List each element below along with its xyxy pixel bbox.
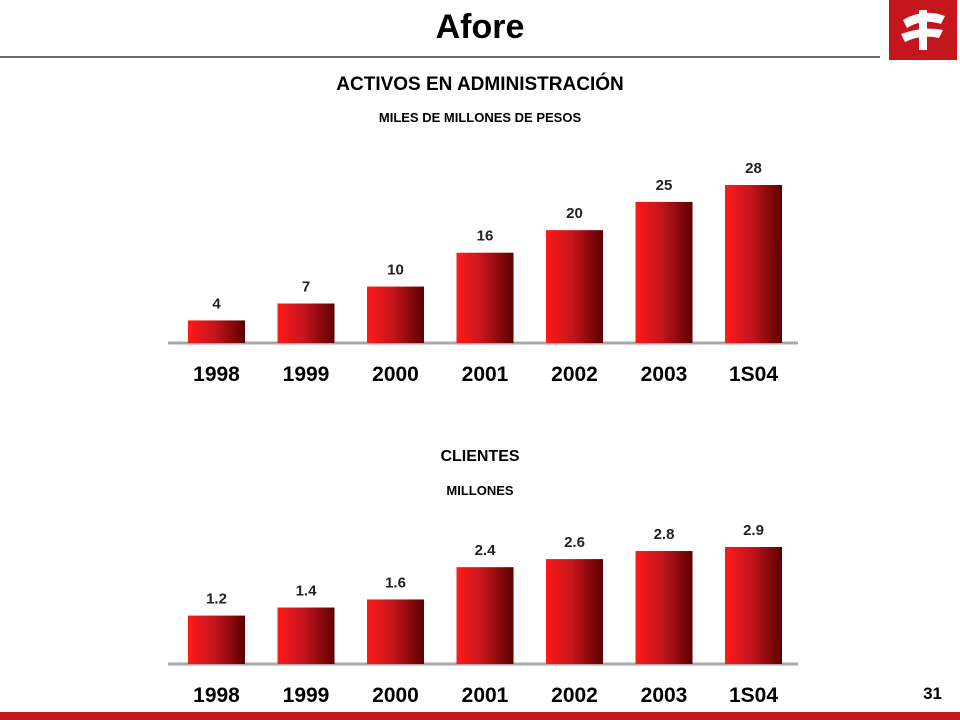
data-label: 7 — [302, 279, 310, 296]
x-tick-label: 1S04 — [729, 363, 778, 386]
page-number: 31 — [923, 684, 942, 703]
bar-2001 — [456, 567, 514, 664]
x-tick-label: 1999 — [283, 684, 330, 705]
bar-2003 — [635, 201, 693, 343]
bar-2000 — [367, 286, 424, 343]
data-label: 28 — [745, 160, 762, 177]
bar-1999 — [277, 607, 335, 664]
bar-1S04 — [725, 547, 782, 664]
x-tick-label: 2002 — [551, 363, 598, 386]
data-label: 10 — [387, 262, 404, 279]
x-tick-label: 1998 — [193, 363, 240, 386]
bar-1999 — [277, 303, 335, 343]
data-label: 25 — [656, 177, 673, 194]
assets-bar-chart: 4 1998 7 1999 10 2000 16 2001 20 2002 25 2003 28 1S04 — [168, 160, 798, 386]
bank-logo-icon — [889, 0, 957, 60]
bar-2002 — [546, 559, 603, 664]
chart-title: CLIENTES — [440, 448, 520, 465]
x-tick-label: 2003 — [641, 363, 688, 386]
bar-1S04 — [725, 185, 782, 343]
bar-1998 — [188, 320, 245, 343]
bar-2001 — [456, 252, 514, 343]
chart-subtitle: MILES DE MILLONES DE PESOS — [378, 110, 582, 125]
x-tick-label: 1999 — [283, 363, 330, 386]
x-tick-label: 2003 — [641, 684, 688, 705]
bar-1998 — [188, 615, 245, 664]
x-tick-label: 2002 — [551, 684, 598, 705]
x-tick-label: 2000 — [372, 684, 419, 705]
data-label: 16 — [477, 228, 494, 245]
bar-2002 — [546, 230, 603, 343]
page-title: Afore — [435, 8, 525, 46]
data-label: 20 — [566, 205, 583, 222]
data-label: 4 — [212, 295, 221, 312]
data-label: 1.6 — [385, 574, 406, 591]
bar-2003 — [635, 551, 693, 664]
title-divider — [0, 56, 880, 58]
x-tick-label: 1998 — [193, 684, 240, 705]
bar-2000 — [367, 599, 424, 664]
data-label: 2.8 — [654, 526, 675, 543]
x-tick-label: 2001 — [462, 363, 509, 386]
data-label: 2.4 — [475, 542, 497, 559]
data-label: 1.4 — [296, 583, 318, 600]
data-label: 1.2 — [206, 591, 227, 608]
chart-title: ACTIVOS EN ADMINISTRACIÓN — [336, 74, 624, 95]
x-tick-label: 2001 — [462, 684, 509, 705]
data-label: 2.6 — [564, 534, 585, 551]
x-tick-label: 2000 — [372, 363, 419, 386]
footer-bar — [0, 712, 960, 720]
x-tick-label: 1S04 — [729, 684, 778, 705]
data-label: 2.9 — [743, 522, 764, 539]
chart-subtitle: MILLONES — [446, 483, 514, 498]
clients-bar-chart: 1.2 1998 1.4 1999 1.6 2000 2.4 2001 2.6 2002 2.8 20… — [168, 522, 798, 705]
